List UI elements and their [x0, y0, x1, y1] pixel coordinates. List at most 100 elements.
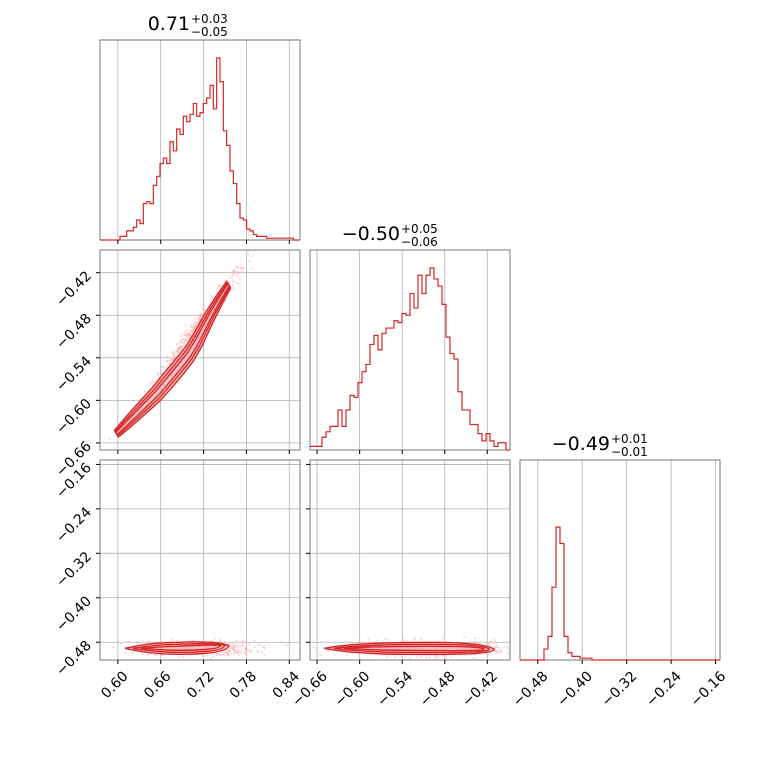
sample-point — [182, 655, 185, 659]
sample-point — [248, 642, 251, 646]
title-minus-0: −0.05 — [191, 25, 228, 39]
sample-point — [184, 324, 187, 327]
sample-point — [140, 653, 144, 656]
sample-point — [258, 643, 262, 646]
x-tick-label: −0.40 — [554, 668, 596, 710]
sample-point — [225, 651, 228, 654]
contour-level-1 — [114, 281, 231, 437]
sample-point — [215, 288, 218, 291]
sample-point — [312, 645, 315, 648]
sample-point — [189, 324, 192, 327]
sample-point — [175, 344, 179, 347]
sample-point — [245, 649, 248, 653]
x-tick-label: −0.32 — [599, 668, 641, 710]
histogram-1 — [310, 267, 510, 451]
sample-point — [193, 326, 196, 329]
sample-point — [494, 643, 498, 646]
sample-point — [246, 250, 249, 253]
sample-point — [199, 315, 202, 318]
sample-point — [218, 653, 221, 656]
sample-point — [205, 654, 208, 658]
sample-point — [394, 655, 397, 658]
histogram-0 — [100, 57, 300, 241]
sample-point — [241, 640, 244, 643]
sample-point — [503, 646, 506, 649]
sample-point — [237, 644, 240, 647]
sample-point — [285, 644, 288, 647]
sample-point — [369, 654, 372, 657]
sample-point — [223, 652, 226, 655]
sample-point — [228, 654, 232, 657]
panel-2-0 — [99, 459, 301, 661]
sample-point — [216, 652, 219, 656]
sample-point — [186, 329, 189, 332]
sample-point — [237, 654, 240, 657]
sample-point — [176, 342, 179, 345]
sample-point — [236, 282, 239, 285]
sample-point — [120, 643, 123, 646]
sample-point — [157, 373, 160, 376]
sample-point — [228, 651, 231, 654]
sample-point — [463, 635, 466, 639]
sample-point — [236, 651, 239, 654]
sample-point — [489, 640, 492, 644]
sample-point — [429, 656, 432, 659]
x-tick-label: 0.72 — [184, 668, 217, 701]
sample-point — [173, 352, 176, 355]
sample-point — [212, 655, 215, 659]
sample-point — [253, 639, 256, 642]
sample-point — [488, 643, 491, 646]
panel-frame — [519, 459, 721, 661]
contour-level-1 — [132, 642, 226, 654]
contour-level-2 — [344, 645, 486, 652]
sample-point — [151, 379, 154, 382]
title-minus-2: −0.01 — [611, 445, 648, 459]
sample-point — [161, 365, 164, 368]
sample-point — [175, 639, 179, 643]
sample-point — [241, 268, 244, 271]
sample-point — [404, 655, 407, 658]
sample-point — [235, 265, 238, 269]
sample-point — [486, 642, 489, 646]
sample-point — [491, 642, 494, 645]
sample-point — [231, 280, 234, 283]
sample-point — [496, 650, 499, 653]
sample-point — [473, 640, 476, 644]
sample-point — [415, 655, 418, 658]
sample-point — [474, 637, 477, 640]
sample-point — [150, 382, 153, 385]
sample-point — [179, 340, 183, 343]
contour-level-1 — [334, 643, 491, 654]
sample-point — [154, 380, 157, 383]
title-median-0: 0.71 — [148, 13, 190, 35]
sample-point — [162, 365, 165, 368]
sample-point — [380, 654, 383, 657]
sample-point — [493, 638, 496, 641]
sample-point — [444, 656, 447, 660]
sample-point — [237, 266, 240, 269]
y-tick-label: −0.48 — [53, 311, 95, 353]
sample-point — [260, 650, 263, 654]
sample-point — [193, 321, 196, 324]
sample-point — [137, 641, 140, 645]
sample-point — [237, 270, 240, 273]
sample-point — [209, 657, 212, 660]
sample-point — [386, 655, 389, 658]
sample-point — [160, 370, 163, 373]
sample-point — [183, 343, 186, 347]
sample-point — [507, 652, 510, 655]
sample-point — [240, 270, 243, 273]
sample-point — [239, 650, 242, 654]
sample-point — [384, 637, 387, 641]
sample-point — [170, 638, 173, 641]
sample-point — [223, 280, 226, 283]
sample-point — [472, 656, 475, 660]
sample-point — [232, 287, 235, 290]
sample-point — [192, 323, 195, 326]
y-tick-labels: −0.66−0.60−0.54−0.48−0.42−0.48−0.40−0.32… — [53, 268, 95, 679]
sample-point — [237, 646, 240, 649]
sample-point — [156, 371, 159, 374]
sample-point — [186, 338, 189, 341]
sample-point — [425, 656, 428, 659]
tick-marks — [96, 240, 717, 664]
